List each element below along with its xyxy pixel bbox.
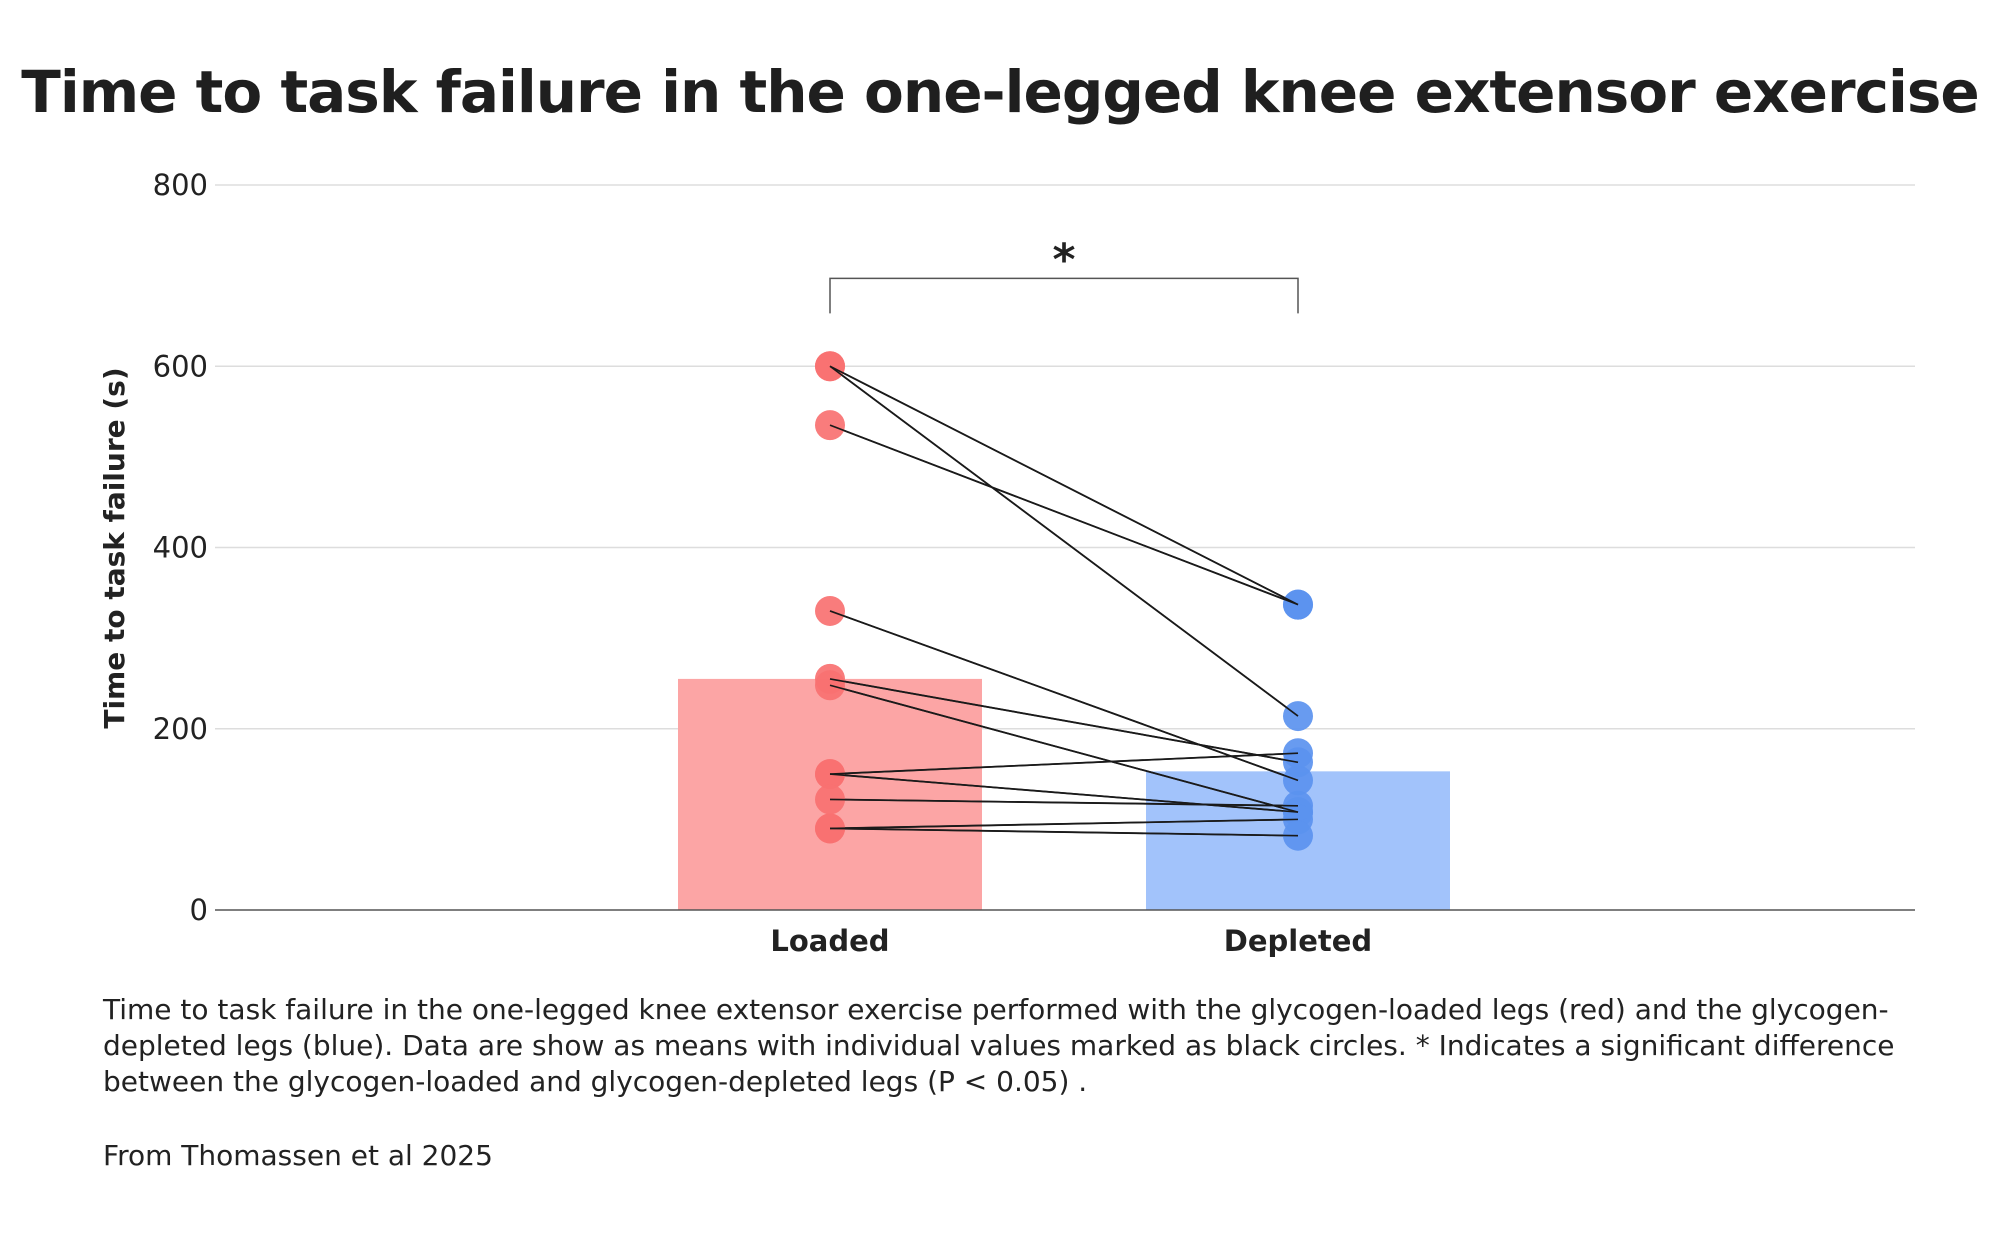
x-tick-label-depleted: Depleted bbox=[1224, 924, 1372, 958]
pair-line-overlay bbox=[829, 684, 1299, 813]
pair-line-overlay bbox=[829, 798, 1299, 807]
pair-line-overlay bbox=[829, 610, 1299, 782]
figure-caption: Time to task failure in the one-legged k… bbox=[103, 993, 1895, 1098]
data-points bbox=[815, 351, 1313, 851]
x-tick-label-loaded: Loaded bbox=[770, 924, 889, 958]
pair-line-overlay bbox=[829, 424, 1299, 606]
y-tick-label-0: 0 bbox=[190, 893, 208, 927]
pair-line-overlay bbox=[829, 818, 1299, 830]
pair-line-overlay bbox=[829, 827, 1299, 837]
grid-lines bbox=[215, 184, 1915, 730]
y-tick-label-800: 800 bbox=[153, 168, 208, 202]
y-axis-title: Time to task failure (s) bbox=[98, 367, 131, 728]
significance-bracket: * bbox=[829, 234, 1299, 314]
chart-title: Time to task failure in the one-legged k… bbox=[21, 58, 1979, 126]
pair-line-overlay bbox=[829, 365, 1299, 717]
significance-bracket-line bbox=[829, 277, 1299, 314]
source-citation: From Thomassen et al 2025 bbox=[103, 1139, 493, 1172]
bars bbox=[678, 678, 1450, 910]
pair-line-overlay bbox=[829, 773, 1299, 813]
y-tick-label-600: 600 bbox=[153, 349, 208, 383]
pair-line-overlay bbox=[829, 365, 1299, 606]
y-tick-label-200: 200 bbox=[153, 712, 208, 746]
pair-line-overlay bbox=[829, 752, 1299, 775]
significance-star: * bbox=[1052, 234, 1075, 285]
axis-labels: 0 200 400 600 800 Loaded Depleted Time to task … bbox=[98, 168, 1372, 958]
y-tick-label-400: 400 bbox=[153, 531, 208, 565]
pair-line-overlay bbox=[829, 678, 1299, 764]
